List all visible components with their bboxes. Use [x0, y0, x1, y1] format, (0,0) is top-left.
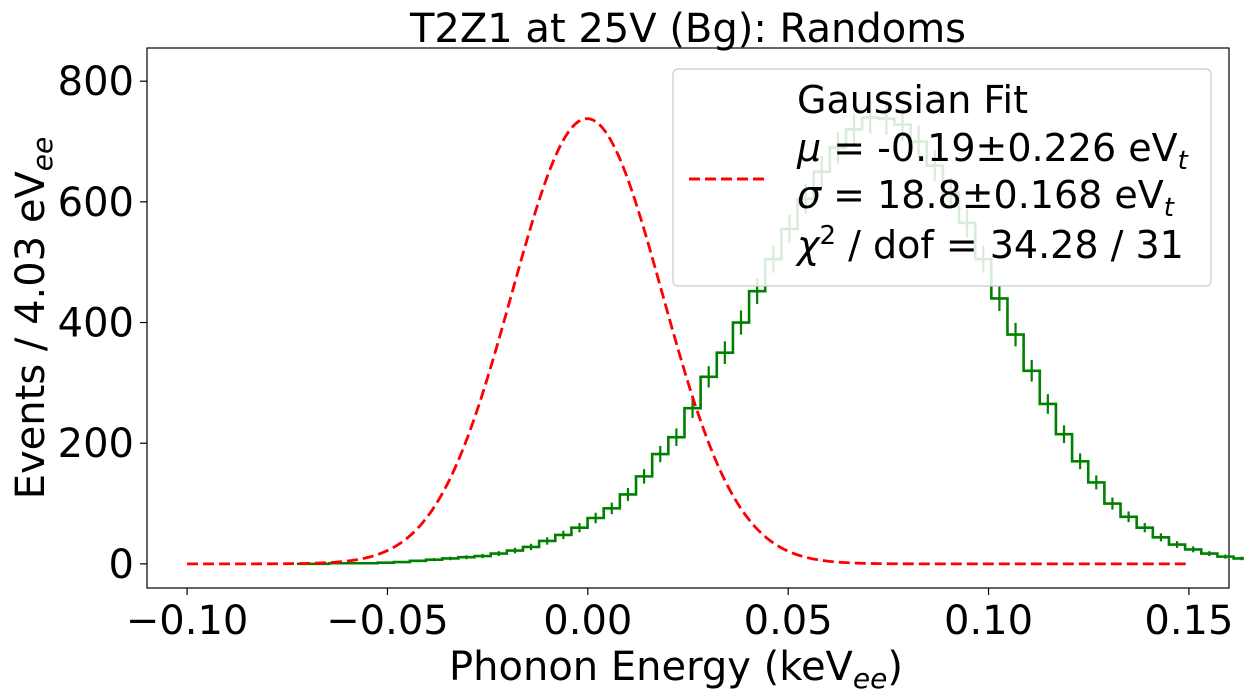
x-axis-label-end: ) — [887, 644, 903, 690]
x-axis-ticks: −0.10 −0.05 0.00 0.05 0.10 0.15 — [126, 588, 1233, 644]
legend: Gaussian Fit μ = -0.19±0.226 eVt σ = 18.… — [672, 68, 1212, 287]
chart-title: T2Z1 at 25V (Bg): Randoms — [409, 6, 966, 52]
legend-mu-sub: t — [1178, 146, 1189, 176]
legend-mu-symbol: μ — [796, 126, 821, 170]
x-tick-label: 0.00 — [543, 598, 632, 644]
x-axis-label: Phonon Energy (keVee) — [449, 644, 903, 695]
y-axis-label-sub: ee — [26, 137, 59, 171]
legend-sigma-line: σ = 18.8±0.168 eVt — [797, 173, 1175, 223]
y-tick-label: 400 — [58, 301, 134, 347]
legend-sigma-sub: t — [1164, 193, 1175, 223]
y-axis-ticks: 0 200 400 600 800 — [58, 59, 147, 588]
legend-chi-symbol: χ — [795, 223, 821, 267]
legend-chi2-line: χ2 / dof = 34.28 / 31 — [795, 221, 1184, 267]
legend-box — [672, 68, 1212, 287]
x-tick-label: −0.10 — [126, 598, 249, 644]
plot-area — [146, 47, 1230, 589]
y-axis-label-main: Events / 4.03 eV — [8, 171, 54, 500]
x-axis-label-sub: ee — [853, 662, 887, 695]
x-axis-label-main: Phonon Energy (keV — [449, 644, 854, 690]
legend-label: Gaussian Fit — [797, 78, 1028, 122]
legend-mu-text: = -0.19±0.226 eV — [821, 126, 1177, 170]
y-tick-label: 800 — [58, 59, 134, 105]
fit-curve — [187, 117, 1189, 566]
x-tick-label: 0.05 — [744, 598, 833, 644]
x-tick-label: 0.15 — [1144, 598, 1233, 644]
y-tick-label: 0 — [109, 542, 134, 588]
legend-sigma-symbol: σ — [797, 173, 823, 217]
y-axis-label: Events / 4.03 eVee — [8, 137, 59, 500]
legend-sigma-text: = 18.8±0.168 eV — [821, 173, 1164, 217]
legend-mu-line: μ = -0.19±0.226 eVt — [796, 126, 1189, 176]
legend-chi-sup: 2 — [820, 221, 837, 251]
x-tick-label: 0.10 — [944, 598, 1033, 644]
fit-curve-series — [187, 117, 1189, 566]
x-tick-label: −0.05 — [326, 598, 449, 644]
y-tick-label: 200 — [58, 421, 134, 467]
legend-chi-text: / dof = 34.28 / 31 — [836, 223, 1184, 267]
y-tick-label: 600 — [58, 180, 134, 226]
